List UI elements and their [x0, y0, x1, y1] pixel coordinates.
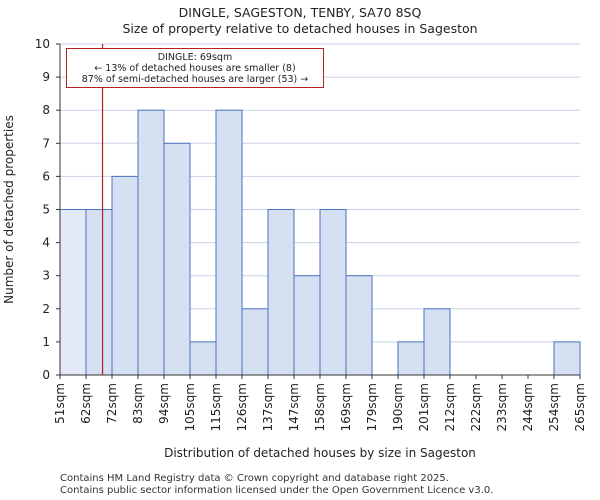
x-tick-label: 212sqm	[443, 383, 457, 431]
y-tick-label: 8	[42, 103, 50, 117]
y-tick-label: 4	[42, 236, 50, 250]
bar	[163, 142, 191, 376]
bar	[241, 308, 269, 376]
y-tick-label: 6	[42, 169, 50, 183]
bar	[423, 308, 451, 376]
footer-line-1: Contains HM Land Registry data © Crown c…	[60, 473, 449, 484]
x-tick-label: 115sqm	[209, 383, 223, 431]
y-tick-label: 0	[42, 368, 50, 382]
x-tick-label: 126sqm	[235, 383, 249, 431]
x-tick-label: 94sqm	[157, 383, 171, 424]
y-tick-label: 7	[42, 136, 50, 150]
x-tick-label: 62sqm	[79, 383, 93, 424]
annotation-line-1: DINGLE: 69sqm	[157, 52, 233, 63]
y-axis-label: Number of detached properties	[2, 115, 16, 304]
x-tick-label: 233sqm	[495, 383, 509, 431]
x-tick-label: 147sqm	[287, 383, 301, 431]
x-tick-label: 137sqm	[261, 383, 275, 431]
x-tick-label: 105sqm	[183, 383, 197, 431]
y-tick-label: 3	[42, 269, 50, 283]
annotation-box: DINGLE: 69sqm ← 13% of detached houses a…	[66, 48, 324, 88]
chart-title: DINGLE, SAGESTON, TENBY, SA70 8SQ	[178, 5, 422, 20]
bar	[397, 341, 425, 376]
bar	[215, 109, 243, 376]
annotation-line-3: 87% of semi-detached houses are larger (…	[81, 74, 309, 85]
bar	[293, 275, 321, 376]
x-tick-label: 201sqm	[417, 383, 431, 431]
x-tick-label: 51sqm	[53, 383, 67, 424]
bar	[319, 209, 347, 376]
chart-subtitle: Size of property relative to detached ho…	[122, 21, 478, 36]
bar	[267, 209, 295, 376]
bar	[137, 109, 165, 376]
bar	[59, 209, 87, 376]
x-tick-label: 222sqm	[469, 383, 483, 431]
x-tick-label: 72sqm	[105, 383, 119, 424]
x-tick-label: 254sqm	[547, 383, 561, 431]
x-tick-label: 265sqm	[573, 383, 587, 431]
bar	[189, 341, 217, 376]
y-tick-label: 1	[42, 335, 50, 349]
y-tick-label: 5	[42, 203, 50, 217]
x-tick-label: 158sqm	[313, 383, 327, 431]
y-tick-label: 10	[35, 37, 50, 51]
x-tick-label: 169sqm	[339, 383, 353, 431]
bar	[345, 275, 373, 376]
y-tick-label: 2	[42, 302, 50, 316]
bar	[553, 341, 581, 376]
footer-line-2: Contains public sector information licen…	[60, 485, 494, 496]
x-tick-label: 83sqm	[131, 383, 145, 424]
x-axis-label: Distribution of detached houses by size …	[164, 446, 476, 460]
x-tick-label: 190sqm	[391, 383, 405, 431]
annotation-line-2: ← 13% of detached houses are smaller (8)	[94, 63, 296, 74]
bar	[85, 209, 113, 376]
y-tick-label: 9	[42, 70, 50, 84]
x-tick-label: 179sqm	[365, 383, 379, 431]
x-tick-label: 244sqm	[521, 383, 535, 431]
bar	[111, 175, 139, 376]
